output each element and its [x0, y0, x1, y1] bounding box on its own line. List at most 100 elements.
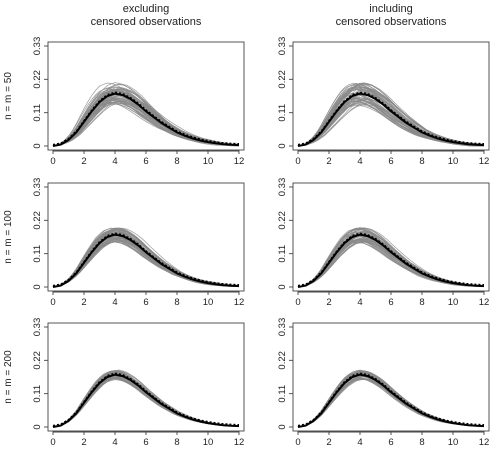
y-tick-label: 0.33	[32, 37, 43, 56]
y-tick-label: 0	[277, 284, 288, 289]
x-tick-label: 0	[295, 297, 300, 308]
x-tick-label: 12	[479, 437, 490, 448]
row-label-1: n = m = 100	[3, 210, 14, 264]
y-tick-label: 0.11	[277, 104, 288, 122]
x-tick-label: 0	[295, 437, 300, 448]
simulated-density-curve	[52, 370, 240, 428]
simulated-density-curve	[52, 373, 239, 428]
x-tick-label: 10	[448, 297, 459, 308]
simulated-density-curve	[52, 231, 240, 288]
simulated-density-curve	[52, 232, 239, 288]
x-tick-label: 12	[479, 297, 490, 308]
simulated-density-curve	[297, 377, 485, 428]
simulated-density-curve	[52, 372, 240, 428]
mean-estimate-curve	[52, 372, 240, 427]
simulated-density-curve	[52, 371, 240, 428]
mean-estimate-curve	[297, 91, 485, 146]
simulated-density-curve	[297, 374, 484, 428]
simulated-density-curve	[297, 371, 485, 428]
x-tick-label: 8	[419, 297, 424, 308]
x-tick-label: 8	[174, 297, 179, 308]
true-density-curve	[52, 373, 240, 428]
panel-r0-c0: 0 2 4 6 8 10 12 0 0.11 0.22 0.33 n = m = 50	[3, 37, 245, 167]
simulated-density-curve	[297, 378, 485, 428]
simulated-density-curve	[52, 370, 240, 428]
x-axis: 0 2 4 6 8 10 12	[295, 291, 489, 308]
simulated-curves	[52, 369, 240, 428]
y-tick-label: 0	[32, 424, 43, 429]
x-tick-label: 8	[419, 156, 424, 167]
x-tick-label: 12	[234, 156, 245, 167]
simulated-density-curve	[52, 373, 240, 428]
x-axis: 0 2 4 6 8 10 12	[50, 150, 244, 167]
x-tick-label: 2	[81, 437, 86, 448]
simulated-density-curve	[52, 369, 240, 428]
simulated-density-curve	[297, 372, 485, 428]
simulated-density-curve	[297, 376, 485, 428]
y-tick-label: 0.11	[32, 104, 43, 122]
simulated-density-curve	[52, 373, 240, 428]
y-axis: 0 0.11 0.22 0.33	[277, 318, 293, 430]
simulated-density-curve	[52, 375, 239, 428]
simulated-density-curve	[297, 376, 485, 428]
simulated-density-curve	[52, 373, 240, 428]
simulated-density-curve	[52, 375, 240, 428]
x-tick-label: 12	[234, 297, 245, 308]
x-tick-label: 10	[203, 297, 214, 308]
simulated-density-curve	[297, 370, 485, 428]
simulated-density-curve	[297, 372, 485, 428]
x-tick-label: 0	[50, 437, 55, 448]
y-tick-label: 0.11	[277, 385, 288, 403]
row-label-2: n = m = 200	[3, 350, 14, 404]
y-tick-label: 0.11	[277, 245, 288, 263]
y-tick-label: 0	[277, 143, 288, 148]
simulated-density-curve	[52, 373, 240, 428]
x-tick-label: 6	[143, 156, 148, 167]
x-axis: 0 2 4 6 8 10 12	[50, 431, 244, 448]
simulated-density-curve	[52, 232, 240, 288]
simulated-curves	[297, 82, 485, 147]
y-tick-label: 0.11	[32, 245, 43, 263]
simulated-density-curve	[297, 377, 485, 428]
row-label-0: n = m = 50	[3, 72, 14, 120]
simulated-density-curve	[297, 373, 484, 428]
panel-r0-c1: 0 2 4 6 8 10 12 0 0.11 0.22 0.33	[277, 37, 490, 167]
x-tick-label: 8	[174, 437, 179, 448]
simulated-density-curve	[297, 375, 485, 428]
panel-r2-c0: 0 2 4 6 8 10 12 0 0.11 0.22 0.33 n = m = 200	[3, 318, 245, 448]
x-tick-label: 2	[326, 156, 331, 167]
x-tick-label: 2	[326, 297, 331, 308]
simulated-curves	[297, 227, 485, 288]
simulated-density-curve	[297, 372, 485, 428]
x-tick-label: 4	[112, 156, 117, 167]
simulated-density-curve	[297, 372, 485, 428]
y-tick-label: 0.33	[277, 318, 288, 337]
y-tick-label: 0.22	[277, 70, 288, 89]
simulated-density-curve	[297, 376, 485, 428]
y-tick-label: 0.33	[277, 178, 288, 197]
true-density-curve	[52, 92, 240, 147]
x-tick-label: 10	[203, 156, 214, 167]
simulated-density-curve	[297, 370, 485, 428]
x-tick-label: 10	[448, 156, 459, 167]
panel-r2-c1: 0 2 4 6 8 10 12 0 0.11 0.22 0.33	[277, 318, 490, 448]
simulated-curves	[297, 369, 485, 428]
y-axis: 0 0.11 0.22 0.33	[277, 178, 293, 290]
simulated-density-curve	[52, 375, 240, 428]
y-tick-label: 0.22	[32, 70, 43, 89]
simulated-density-curve	[52, 371, 240, 428]
y-tick-label: 0.22	[277, 211, 288, 230]
x-tick-label: 0	[50, 156, 55, 167]
y-tick-label: 0.33	[277, 37, 288, 56]
simulated-density-curve	[297, 370, 484, 428]
y-axis: 0 0.11 0.22 0.33	[32, 178, 48, 290]
x-axis: 0 2 4 6 8 10 12	[295, 150, 489, 167]
simulated-density-curve	[52, 369, 240, 428]
simulated-density-curve	[52, 377, 240, 428]
simulated-density-curve	[297, 374, 485, 428]
simulated-density-curve	[297, 375, 485, 428]
simulated-density-curve	[52, 375, 240, 428]
simulated-density-curve	[52, 377, 240, 428]
simulated-density-curve	[297, 373, 485, 428]
